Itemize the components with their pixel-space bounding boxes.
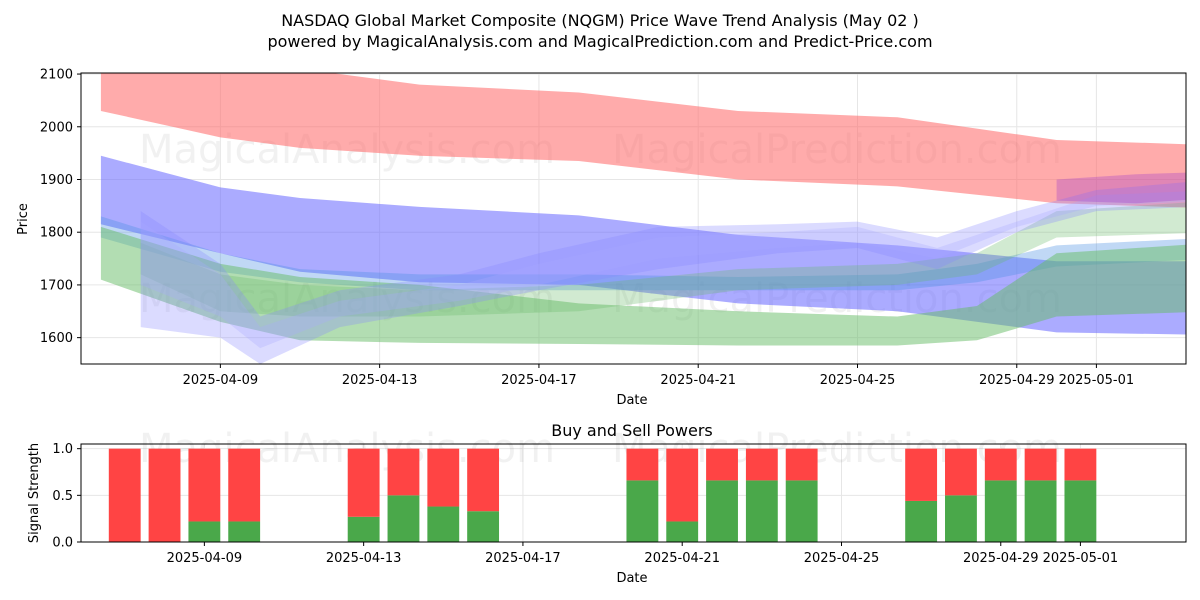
- buy-power-bar: [945, 495, 977, 542]
- signal-y-ticks: 0.0 0.5 1.0: [52, 442, 81, 551]
- sell-power-bar: [347, 448, 380, 517]
- signal-x-tick-label: 2025-05-01: [1043, 551, 1119, 566]
- sell-power-bar: [1064, 448, 1097, 481]
- signal-x-tick-label: 2025-04-17: [485, 551, 561, 566]
- price-wave-band-7: [140, 191, 1186, 349]
- signal-y-axis-label: Signal Strength: [27, 443, 42, 543]
- price-wave-band-1: [100, 73, 1186, 208]
- buy-power-bar: [905, 500, 938, 542]
- sell-power-bar: [666, 448, 699, 522]
- price-x-tick-label: 2025-05-01: [1059, 373, 1135, 388]
- price-x-ticks: 2025-04-09 2025-04-13 2025-04-17 2025-04-21…: [183, 364, 1135, 388]
- signal-y-tick-label: 0.5: [52, 489, 73, 504]
- buy-power-bar: [984, 480, 1017, 542]
- sell-power-bar: [148, 448, 181, 542]
- signal-plot-border: [80, 443, 1187, 543]
- signal-y-tick-label: 0.0: [52, 536, 73, 551]
- sell-power-bar: [467, 448, 500, 512]
- price-x-tick-label: 2025-04-21: [660, 373, 736, 388]
- main-chart-subtitle: powered by MagicalAnalysis.com and Magic…: [267, 32, 932, 51]
- buy-power-bar: [706, 480, 738, 542]
- sell-power-bar: [626, 448, 659, 481]
- sell-power-bar: [1024, 448, 1057, 481]
- sell-power-bar: [984, 448, 1017, 481]
- signal-x-ticks: 2025-04-09 2025-04-13 2025-04-17 2025-04-21…: [167, 542, 1119, 566]
- sell-power-bar: [108, 448, 141, 542]
- buy-power-bar: [188, 521, 221, 542]
- sell-power-bar: [945, 448, 977, 496]
- price-x-tick-label: 2025-04-13: [342, 373, 418, 388]
- sell-power-bar: [785, 448, 818, 481]
- signal-x-tick-label: 2025-04-09: [167, 551, 243, 566]
- signal-x-tick-label: 2025-04-21: [644, 551, 720, 566]
- sell-power-bar: [188, 448, 221, 522]
- signal-x-axis-label: Date: [616, 571, 647, 586]
- buy-power-bar: [427, 506, 460, 542]
- buy-power-bar: [785, 480, 818, 542]
- price-y-tick-label: 2000: [40, 120, 73, 135]
- buy-power-bar: [745, 480, 778, 542]
- sell-power-bar: [427, 448, 460, 507]
- buy-power-bar: [1064, 480, 1097, 542]
- price-plot-border: [80, 72, 1187, 365]
- signal-x-tick-label: 2025-04-13: [326, 551, 402, 566]
- price-plot: MagicalAnalysis.com MagicalPrediction.co…: [16, 68, 1187, 408]
- price-x-tick-label: 2025-04-25: [820, 373, 896, 388]
- price-wave-band-2: [100, 155, 1186, 335]
- price-y-tick-label: 1700: [40, 278, 73, 293]
- signal-y-tick-label: 1.0: [52, 442, 73, 457]
- sell-power-bar: [706, 448, 738, 481]
- price-y-tick-label: 1900: [40, 173, 73, 188]
- price-y-ticks: 1600 1700 1800 1900 2000 2100: [40, 68, 81, 346]
- price-y-tick-label: 1600: [40, 331, 73, 346]
- sell-power-bar: [228, 448, 261, 522]
- price-wave-band-5: [140, 202, 1186, 317]
- price-wave-band-6: [140, 182, 1186, 364]
- price-x-tick-label: 2025-04-17: [501, 373, 577, 388]
- buy-power-bar: [467, 511, 500, 542]
- sell-power-bar: [905, 448, 938, 501]
- price-y-axis-label: Price: [16, 203, 31, 235]
- buy-power-bar: [347, 516, 380, 542]
- signal-x-tick-label: 2025-04-29: [963, 551, 1039, 566]
- price-wave-band-8: [1056, 172, 1186, 204]
- price-wave-bands: [100, 73, 1186, 364]
- buy-power-bar: [1024, 480, 1057, 542]
- buy-power-bar: [626, 480, 659, 542]
- price-x-tick-label: 2025-04-09: [183, 373, 259, 388]
- buy-power-bar: [228, 521, 261, 542]
- price-y-tick-label: 1800: [40, 226, 73, 241]
- price-wave-band-4: [100, 226, 1186, 346]
- main-chart-title: NASDAQ Global Market Composite (NQGM) Pr…: [281, 11, 919, 30]
- price-y-tick-label: 2100: [40, 68, 73, 83]
- signal-chart-title: Buy and Sell Powers: [551, 421, 713, 440]
- signal-x-tick-label: 2025-04-25: [804, 551, 880, 566]
- sell-power-bar: [387, 448, 420, 496]
- price-x-axis-label: Date: [616, 393, 647, 408]
- buy-sell-bars: [108, 448, 1097, 542]
- price-x-tick-label: 2025-04-29: [979, 373, 1055, 388]
- sell-power-bar: [745, 448, 778, 481]
- buy-power-bar: [666, 521, 699, 542]
- buy-power-bar: [387, 495, 420, 542]
- signal-plot: MagicalAnalysis.com MagicalPrediction.co…: [27, 426, 1187, 586]
